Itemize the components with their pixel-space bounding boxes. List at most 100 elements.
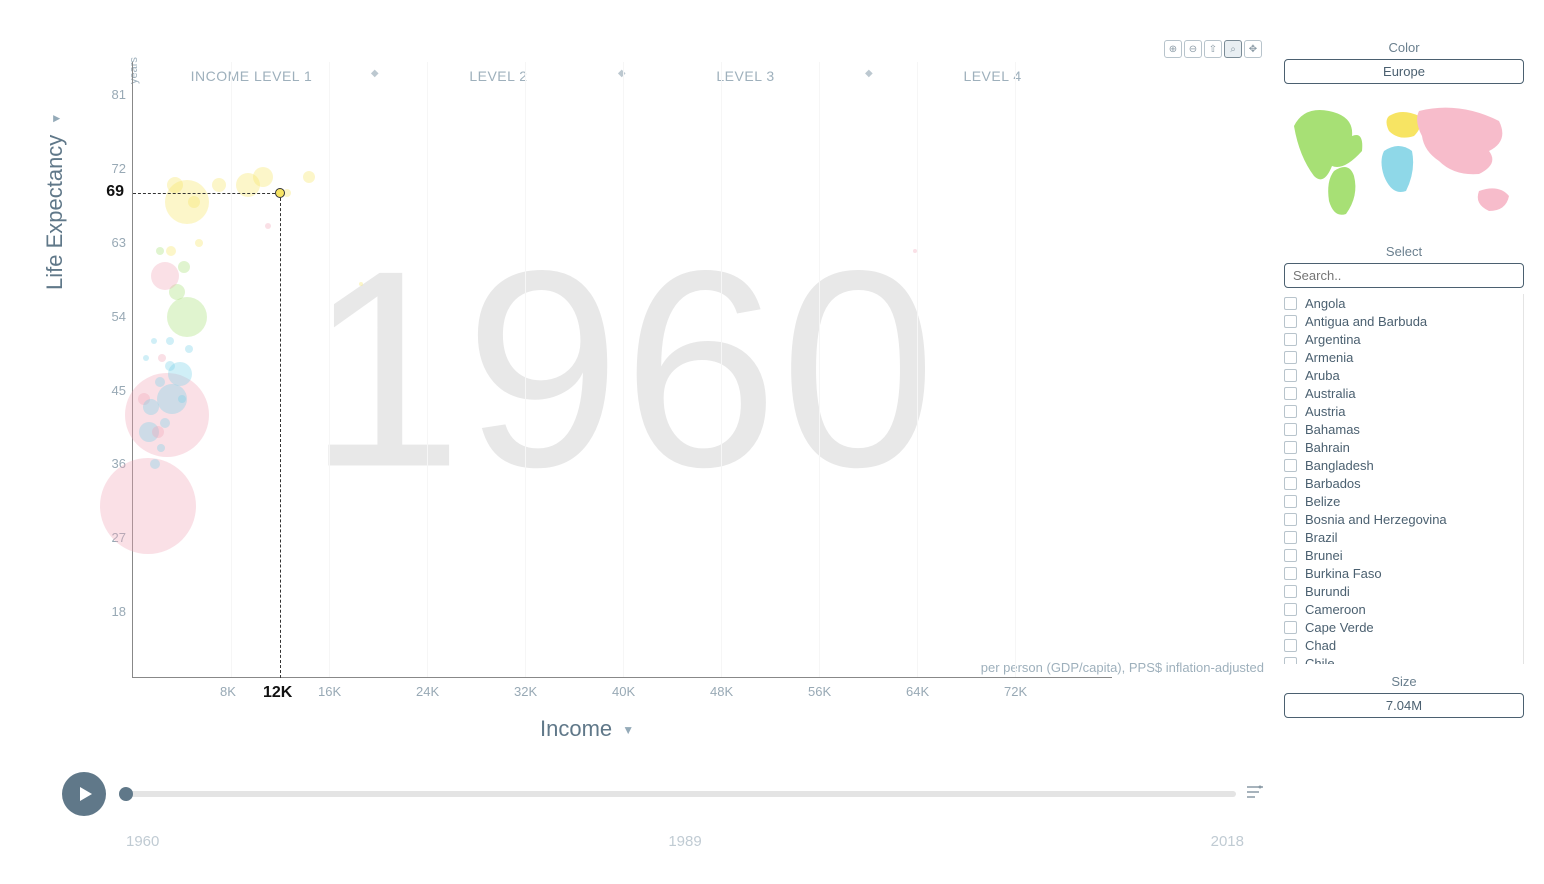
checkbox[interactable]	[1284, 585, 1297, 598]
map-africa[interactable]	[1382, 146, 1414, 192]
bubble[interactable]	[166, 246, 176, 256]
world-map[interactable]	[1284, 96, 1524, 226]
checkbox[interactable]	[1284, 297, 1297, 310]
country-item[interactable]: Chad	[1284, 636, 1519, 654]
country-search-input[interactable]	[1284, 263, 1524, 288]
country-item[interactable]: Belize	[1284, 492, 1519, 510]
bubble[interactable]	[167, 297, 207, 337]
country-item[interactable]: Bahamas	[1284, 420, 1519, 438]
country-item[interactable]: Burkina Faso	[1284, 564, 1519, 582]
zoom-in-icon[interactable]: ⊕	[1164, 40, 1182, 58]
country-item[interactable]: Bosnia and Herzegovina	[1284, 510, 1519, 528]
bubble[interactable]	[178, 261, 190, 273]
trails-icon[interactable]	[1246, 783, 1264, 806]
bubble[interactable]	[166, 337, 174, 345]
checkbox[interactable]	[1284, 405, 1297, 418]
bubble[interactable]	[253, 167, 273, 187]
map-south-america[interactable]	[1328, 167, 1355, 215]
country-item[interactable]: Burundi	[1284, 582, 1519, 600]
checkbox[interactable]	[1284, 351, 1297, 364]
checkbox[interactable]	[1284, 639, 1297, 652]
checkbox[interactable]	[1284, 387, 1297, 400]
country-label: Austria	[1305, 404, 1345, 419]
bubble[interactable]	[185, 345, 193, 353]
country-item[interactable]: Cameroon	[1284, 600, 1519, 618]
checkbox[interactable]	[1284, 315, 1297, 328]
country-item[interactable]: Austria	[1284, 402, 1519, 420]
country-label: Chile	[1305, 656, 1335, 665]
size-selector[interactable]: 7.04M	[1284, 693, 1524, 718]
bubble[interactable]	[156, 247, 164, 255]
bubble[interactable]	[913, 249, 917, 253]
play-button[interactable]	[62, 772, 106, 816]
bubble[interactable]	[157, 444, 165, 452]
bubble[interactable]	[359, 282, 363, 286]
bubble[interactable]	[195, 239, 203, 247]
checkbox[interactable]	[1284, 441, 1297, 454]
bubble[interactable]	[155, 377, 165, 387]
country-item[interactable]: Armenia	[1284, 348, 1519, 366]
bubble[interactable]	[158, 354, 166, 362]
checkbox[interactable]	[1284, 657, 1297, 665]
country-item[interactable]: Angola	[1284, 294, 1519, 312]
country-item[interactable]: Bangladesh	[1284, 456, 1519, 474]
checkbox[interactable]	[1284, 513, 1297, 526]
bubble-chart-plot[interactable]: 1960	[132, 62, 1112, 678]
checkbox[interactable]	[1284, 621, 1297, 634]
checkbox[interactable]	[1284, 333, 1297, 346]
country-label: Belize	[1305, 494, 1340, 509]
country-item[interactable]: Brunei	[1284, 546, 1519, 564]
y-axis-title[interactable]: Life Expectancy ▼	[42, 113, 68, 290]
country-item[interactable]: Brazil	[1284, 528, 1519, 546]
bubble[interactable]	[188, 196, 200, 208]
cursor-icon[interactable]: ⌕	[1224, 40, 1242, 58]
x-highlight-value: 12K	[263, 684, 292, 702]
country-item[interactable]: Cape Verde	[1284, 618, 1519, 636]
bubble[interactable]	[100, 458, 196, 554]
country-item[interactable]: Barbados	[1284, 474, 1519, 492]
x-axis-title[interactable]: Income ▼	[540, 716, 634, 742]
checkbox[interactable]	[1284, 369, 1297, 382]
country-item[interactable]: Australia	[1284, 384, 1519, 402]
country-item[interactable]: Argentina	[1284, 330, 1519, 348]
country-item[interactable]: Aruba	[1284, 366, 1519, 384]
bubble[interactable]	[165, 361, 175, 371]
bubble[interactable]	[167, 177, 183, 193]
map-americas[interactable]	[1294, 110, 1362, 179]
bubble[interactable]	[143, 355, 149, 361]
bubble[interactable]	[160, 418, 170, 428]
color-selector[interactable]: Europe	[1284, 59, 1524, 84]
country-list[interactable]: AngolaAntigua and BarbudaArgentinaArmeni…	[1284, 294, 1524, 664]
country-item[interactable]: Chile	[1284, 654, 1519, 664]
bubble[interactable]	[150, 459, 160, 469]
checkbox[interactable]	[1284, 459, 1297, 472]
checkbox[interactable]	[1284, 603, 1297, 616]
checkbox[interactable]	[1284, 477, 1297, 490]
bubble[interactable]	[303, 171, 315, 183]
highlighted-bubble[interactable]	[275, 188, 285, 198]
size-panel-title: Size	[1284, 674, 1524, 689]
checkbox[interactable]	[1284, 567, 1297, 580]
bubble[interactable]	[143, 399, 159, 415]
time-slider[interactable]	[126, 791, 1236, 797]
bubble[interactable]	[265, 223, 271, 229]
country-item[interactable]: Antigua and Barbuda	[1284, 312, 1519, 330]
expand-icon[interactable]: ✥	[1244, 40, 1262, 58]
bubble[interactable]	[212, 178, 226, 192]
map-oceania[interactable]	[1478, 188, 1509, 211]
bubble[interactable]	[151, 338, 157, 344]
slider-thumb[interactable]	[119, 787, 133, 801]
country-item[interactable]: Bahrain	[1284, 438, 1519, 456]
bubble[interactable]	[178, 395, 186, 403]
checkbox[interactable]	[1284, 423, 1297, 436]
map-europe[interactable]	[1387, 112, 1421, 138]
map-asia[interactable]	[1417, 108, 1502, 175]
crosshair-vertical	[280, 193, 281, 678]
export-icon[interactable]: ⇧	[1204, 40, 1222, 58]
checkbox[interactable]	[1284, 495, 1297, 508]
zoom-out-icon[interactable]: ⊖	[1184, 40, 1202, 58]
checkbox[interactable]	[1284, 549, 1297, 562]
checkbox[interactable]	[1284, 531, 1297, 544]
bubble[interactable]	[151, 262, 179, 290]
color-panel-title: Color	[1284, 40, 1524, 55]
